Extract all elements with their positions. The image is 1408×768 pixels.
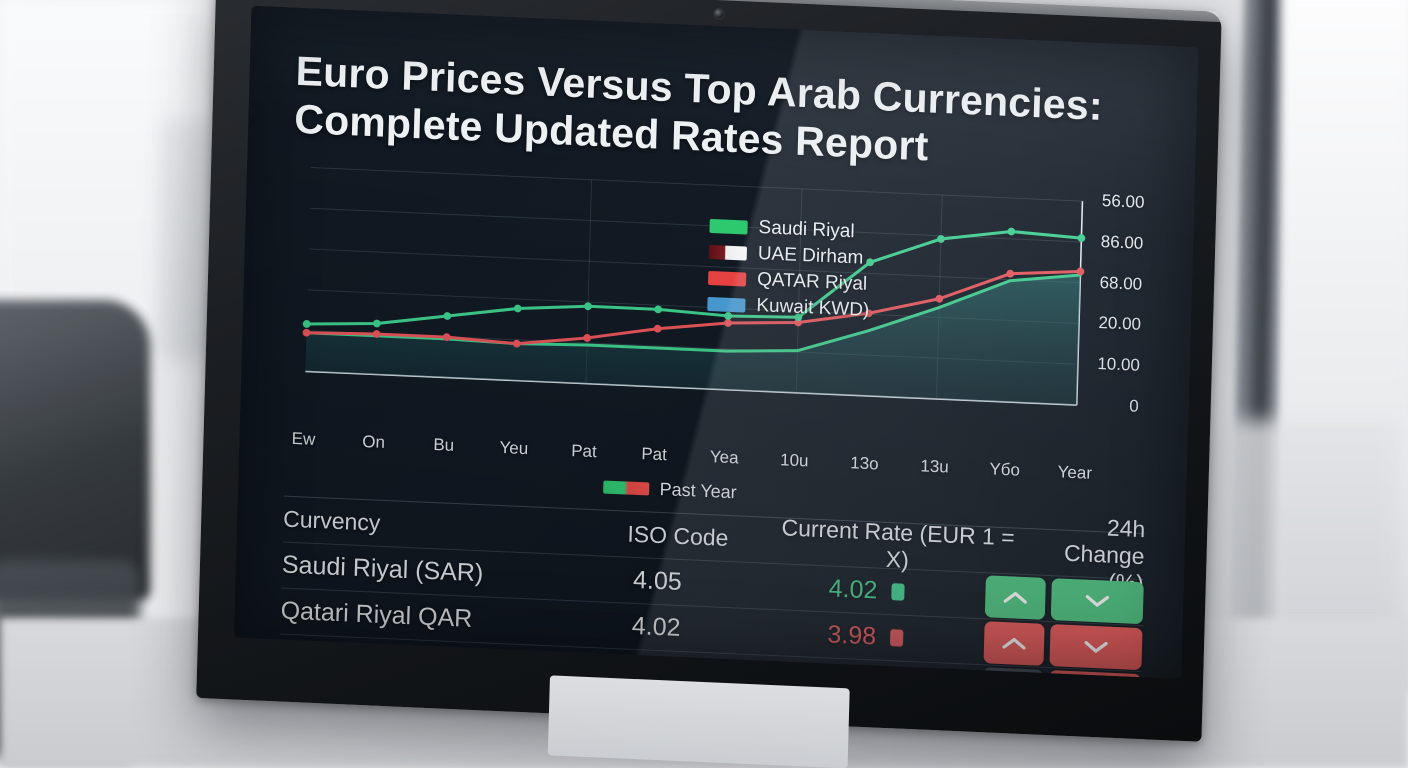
change-button-group — [983, 620, 1143, 670]
x-axis-tick-label: Pat — [641, 444, 668, 465]
x-axis-tick-label: 13u — [920, 456, 950, 477]
y-axis-tick-label: 86.00 — [1100, 231, 1144, 253]
cell-currency-name: Saudi Riyal (SAR) — [281, 550, 484, 588]
rates-line-chart: Saudi Riyal UAE Dirham QATAR Riyal — [286, 159, 1155, 465]
y-axis-tick-label: 10.00 — [1097, 354, 1141, 376]
cell-24h-change — [983, 620, 1143, 670]
legend-swatch — [707, 296, 746, 313]
past-year-label: Past Year — [659, 479, 737, 503]
cell-iso-code: 4.05 — [632, 565, 683, 597]
y-axis-tick-label: 68.00 — [1099, 272, 1143, 294]
legend-item: Kuwait KWD) — [707, 293, 870, 322]
monitor-screen: Euro Prices Versus Top Arab Currencies: … — [233, 5, 1199, 679]
rate-value: 3.98 — [827, 620, 877, 651]
y-axis-tick-label: 56.00 — [1101, 191, 1145, 212]
legend-label: Saudi Riyal — [758, 217, 855, 243]
trend-up-icon — [891, 583, 905, 601]
change-button-group — [984, 574, 1144, 624]
rate-value: 4.02 — [828, 574, 878, 605]
chart-plot — [302, 227, 1086, 406]
cell-currency-name: Qatari Riyal QAR — [280, 596, 473, 633]
decrease-button[interactable] — [1049, 623, 1143, 670]
x-axis-tick-label: 10u — [779, 450, 809, 471]
column-header-currency: Curvency — [282, 505, 381, 536]
x-axis-tick-label: Yea — [709, 447, 739, 468]
column-header-iso: ISO Code — [627, 520, 729, 552]
chevron-up-icon — [1002, 589, 1028, 606]
legend-swatch — [709, 219, 748, 235]
trend-down-icon — [889, 629, 904, 647]
cell-current-rate: 3.98 — [746, 617, 984, 656]
legend-label: UAE Dirham — [757, 243, 864, 269]
x-axis-tick-label: On — [362, 432, 386, 453]
legend-item: UAE Dirham — [708, 241, 871, 270]
increase-button[interactable] — [983, 620, 1045, 666]
cell-iso-code: 4.02 — [631, 611, 681, 643]
page-title: Euro Prices Versus Top Arab Currencies: … — [293, 47, 1104, 169]
chevron-down-icon — [1083, 638, 1109, 655]
decrease-button[interactable] — [1050, 577, 1144, 624]
chart-legend: Saudi Riyal UAE Dirham QATAR Riyal — [707, 215, 872, 326]
x-axis-tick-label: Yбo — [989, 459, 1021, 480]
x-axis-tick-label: Year — [1057, 462, 1093, 483]
x-axis-tick-label: 13o — [850, 453, 879, 474]
past-year-swatch — [603, 480, 650, 496]
y-axis-tick-label: 20.00 — [1098, 313, 1142, 335]
legend-label: Kuwait KWD) — [756, 295, 870, 322]
chart-canvas — [302, 167, 1086, 406]
legend-item: QATAR Riyal — [707, 267, 870, 296]
y-axis-tick-label: 0 — [1129, 396, 1139, 416]
x-axis-tick-label: Ew — [291, 428, 316, 449]
table-row: Saudi Riyal (SAR) 4.05 4.02 — [281, 541, 1144, 626]
monitor: Euro Prices Versus Top Arab Currencies: … — [196, 0, 1222, 768]
chevron-down-icon — [1084, 592, 1110, 609]
monitor-stand — [547, 675, 850, 768]
dashboard: Euro Prices Versus Top Arab Currencies: … — [233, 5, 1199, 679]
table-body: Saudi Riyal (SAR) 4.05 4.02 Qatari Riyal QA… — [278, 541, 1144, 679]
column-header-rate: Current Rate (EUR 1 = X) — [781, 513, 1016, 573]
x-axis-tick-label: Yeu — [499, 438, 529, 459]
legend-swatch — [707, 270, 747, 287]
rates-table: Curvency ISO Code Current Rate (EUR 1 = … — [278, 495, 1146, 679]
legend-swatch — [708, 245, 748, 261]
chevron-up-icon — [1001, 635, 1027, 652]
cell-24h-change — [984, 574, 1144, 624]
x-axis-tick-label: Bu — [433, 435, 455, 456]
increase-button[interactable] — [984, 574, 1046, 620]
chart-y-axis-labels: 56.00 86.00 68.00 20.00 10.00 0 — [1055, 191, 1154, 464]
legend-label: QATAR Riyal — [756, 269, 868, 295]
cell-current-rate: 4.02 — [747, 571, 985, 610]
table-row: Qatari Riyal QAR 4.02 3.98 — [280, 587, 1143, 672]
background-chair — [0, 300, 150, 600]
x-axis-tick-label: Pat — [570, 441, 598, 462]
